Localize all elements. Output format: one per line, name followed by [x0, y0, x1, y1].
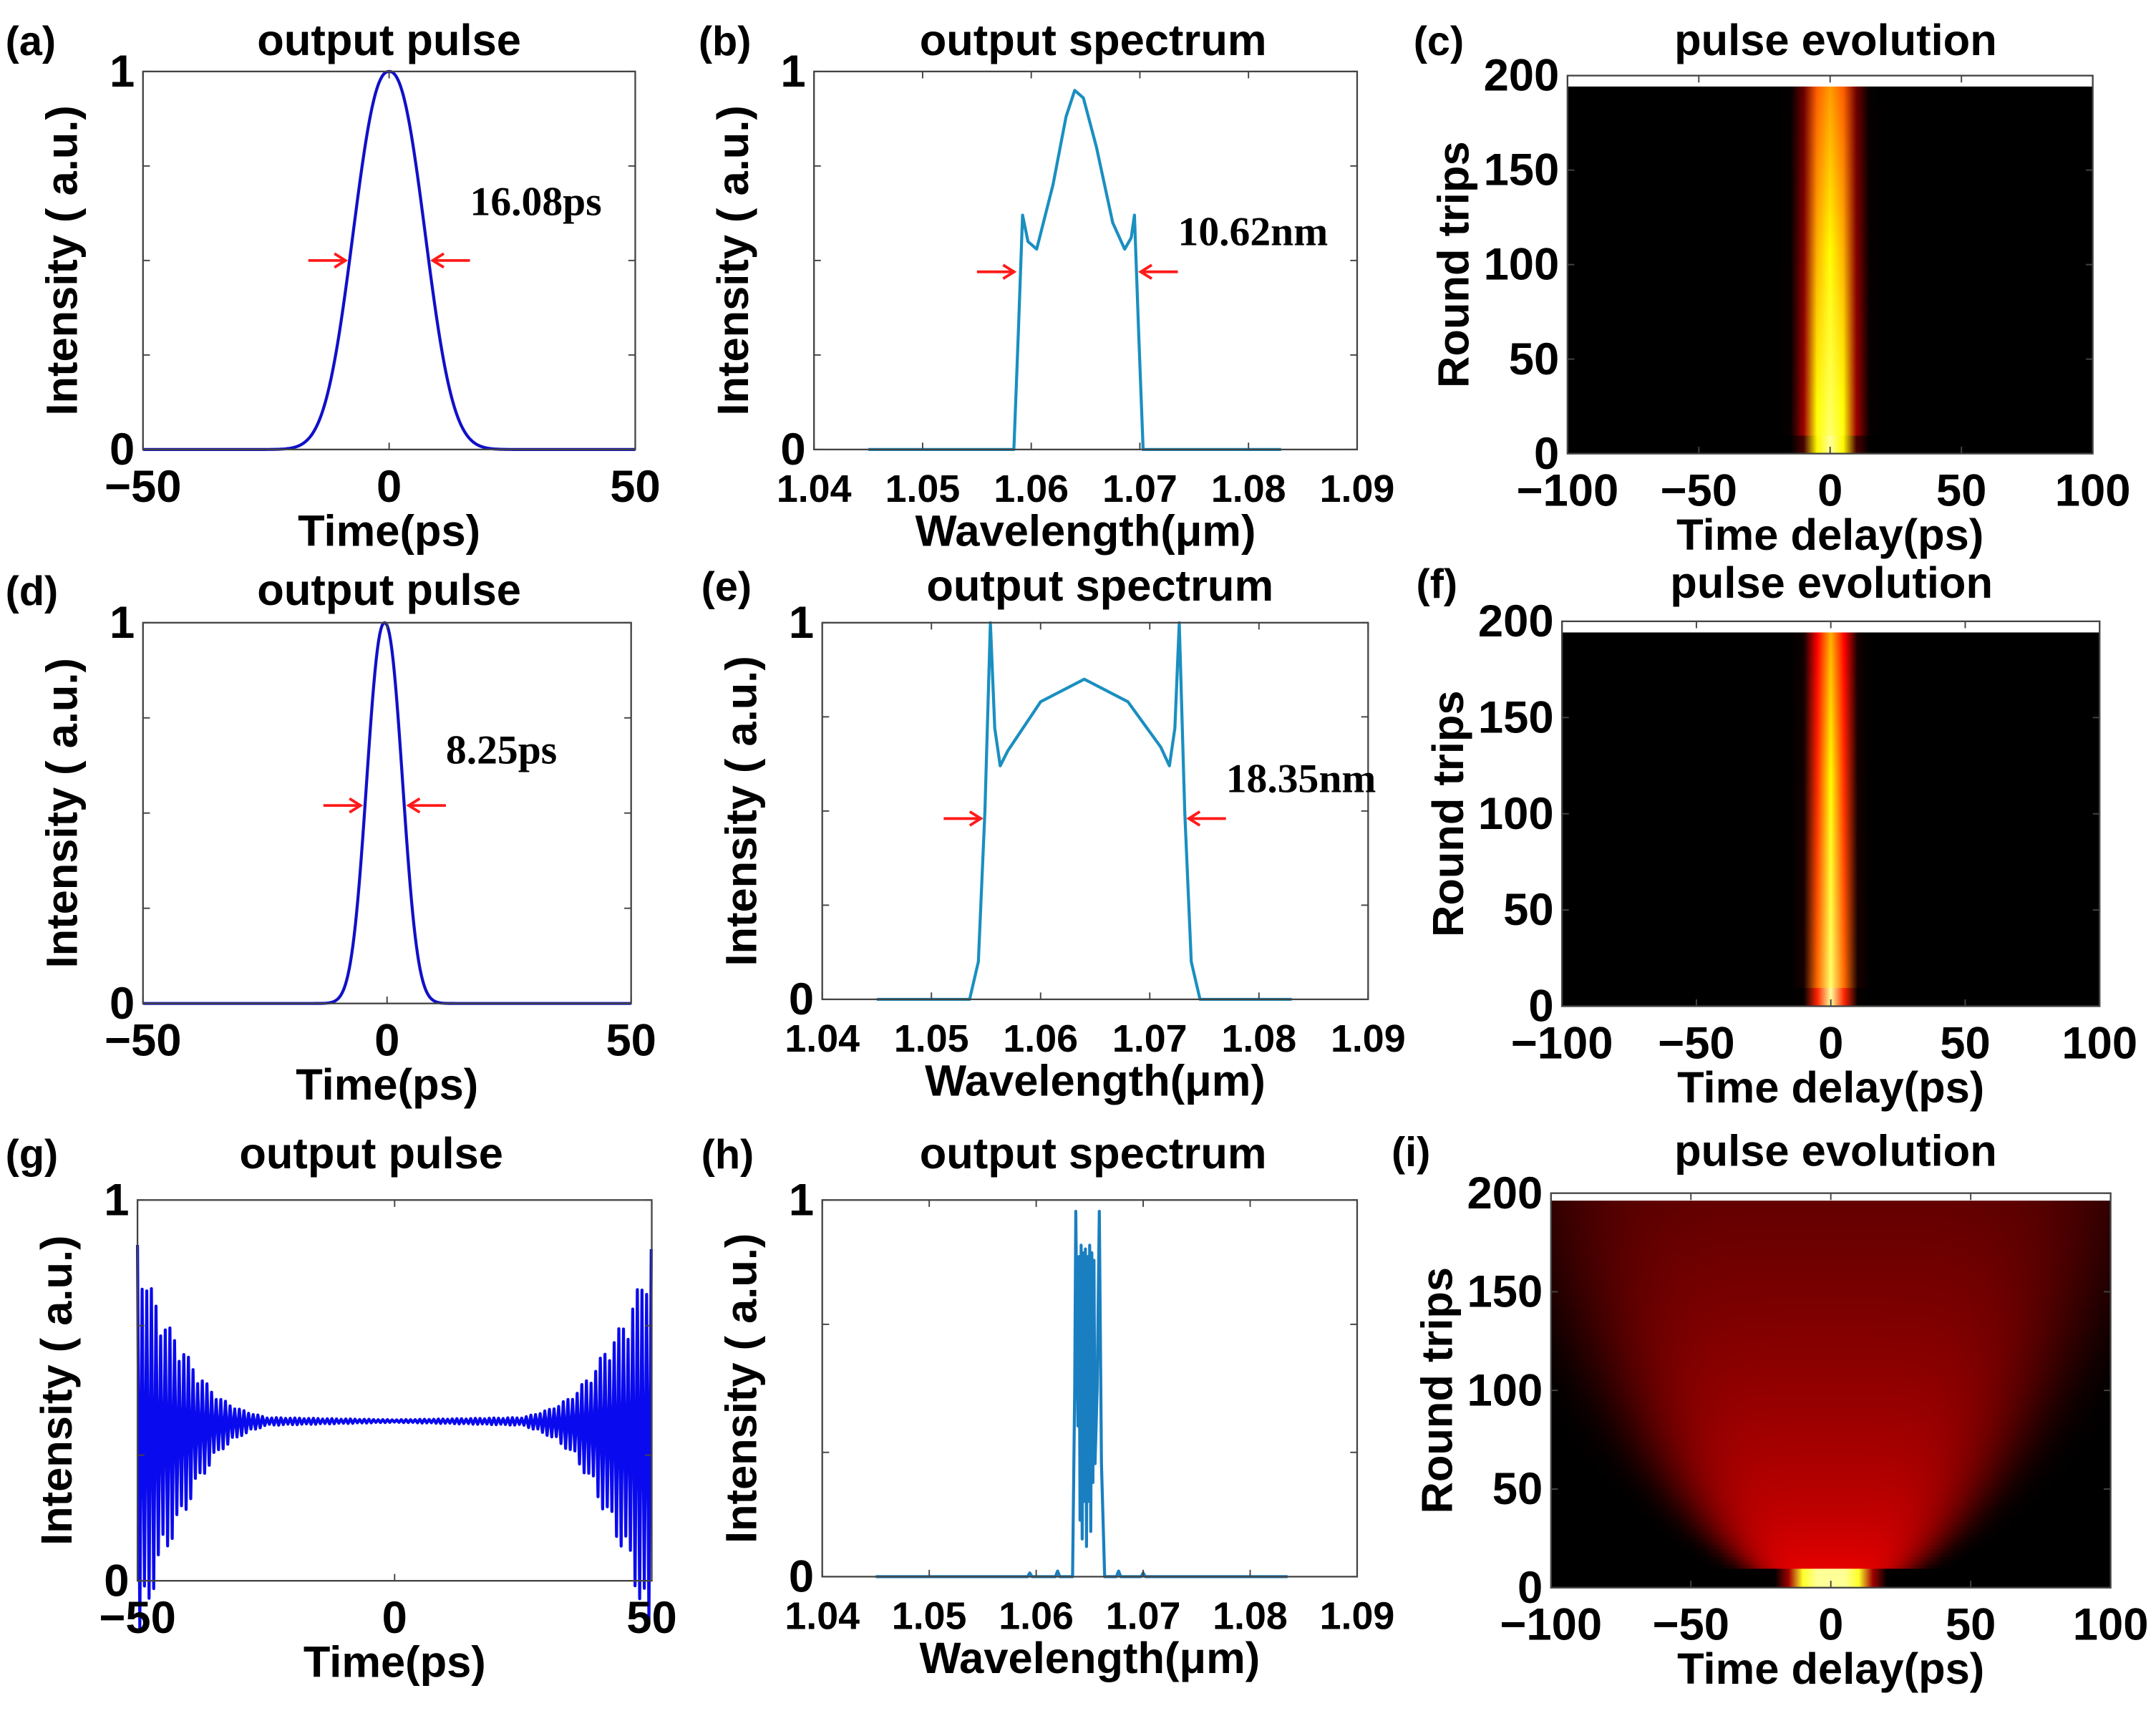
- figure: −50 0 5001output pulse(a)Time(ps)Intensity…: [6, 16, 2149, 1694]
